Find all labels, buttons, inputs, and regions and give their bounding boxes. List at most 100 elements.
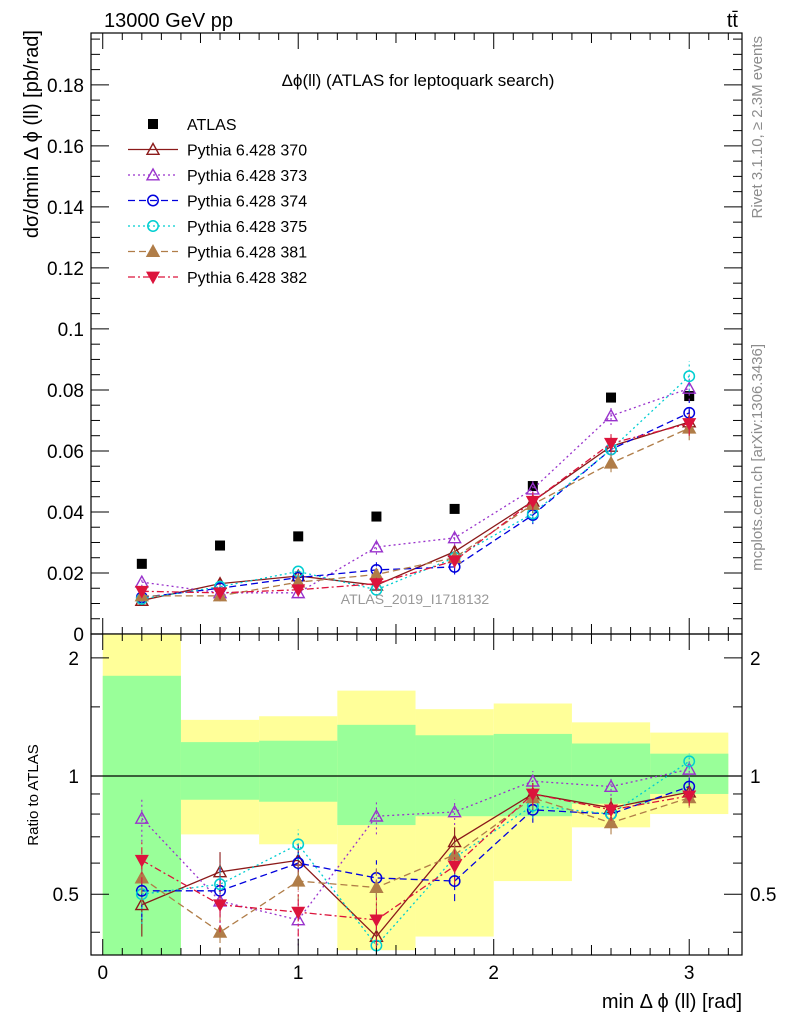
legend-label-atlas: ATLAS	[187, 117, 237, 134]
main-point-pythia-6-428-382	[603, 437, 619, 451]
process-label: tt̄	[727, 10, 739, 32]
ratio-y-tick-label-right: 0.5	[750, 885, 776, 906]
ratio-series-line-pythia-6-428-374	[141, 785, 690, 892]
main-point-pythia-6-428-382	[291, 584, 306, 597]
legend-marker-pythia-6-428-373	[145, 167, 161, 181]
atlas-data-point	[449, 503, 460, 514]
legend-label-pythia-6-428-373: Pythia 6.428 373	[187, 168, 307, 185]
ratio-plot-area: 0.5 0.5 1 1 2 2 0 1 2 3	[53, 633, 776, 984]
legend-label-pythia-6-428-381: Pythia 6.428 381	[187, 245, 307, 262]
main-y-tick-label: 0.12	[47, 259, 84, 280]
ratio-point-pythia-6-428-374	[292, 857, 305, 870]
ratio-frame	[90, 633, 743, 956]
ratio-series-line-pythia-6-428-382	[141, 793, 690, 921]
legend-marker-pythia-6-428-375	[147, 220, 159, 232]
atlas-data-point	[215, 540, 226, 551]
ratio-series-line-pythia-6-428-381	[141, 797, 690, 934]
main-series-line-pythia-6-428-373	[141, 387, 690, 594]
legend: ATLAS Pythia 6.428 370 Pythia 6.428 373 Pyt…	[128, 117, 307, 287]
ratio-point-pythia-6-428-374	[135, 884, 148, 897]
atlas-data-point	[136, 558, 147, 569]
mcplots-label: mcplots.cern.ch [arXiv:1306.3436]	[749, 344, 766, 571]
main-point-pythia-6-428-382	[447, 555, 462, 569]
main-point-pythia-6-428-373	[447, 530, 462, 544]
main-plot-area: 0 0.02 0.04 0.06 0.08 0.1 0.12 0.14 0.16 0.18	[47, 32, 743, 646]
main-y-tick-label: 0.04	[47, 503, 84, 524]
ratio-point-pythia-6-428-382	[291, 906, 306, 920]
x-axis-label: min Δ ϕ (ll) [rad]	[602, 991, 742, 1013]
main-series-line-pythia-6-428-382	[141, 422, 690, 594]
main-point-pythia-6-428-381	[603, 455, 619, 469]
ratio-series-group	[134, 753, 697, 955]
ratio-point-pythia-6-428-381	[291, 873, 306, 887]
main-point-pythia-6-428-373	[682, 380, 697, 394]
ratio-point-pythia-6-428-373	[447, 804, 462, 818]
ratio-band-inner	[571, 743, 651, 804]
ratio-y-tick-label-right: 1	[750, 767, 761, 788]
energy-label: 13000 GeV pp	[104, 10, 233, 32]
atlas-data-point	[527, 481, 538, 492]
ratio-point-pythia-6-428-382	[369, 914, 384, 928]
ratio-point-pythia-6-428-373	[134, 810, 150, 824]
x-tick-label: 0	[97, 963, 108, 984]
ratio-point-pythia-6-428-370	[134, 897, 150, 911]
main-y-tick-label: 0	[73, 625, 84, 646]
ratio-y-tick-label: 2	[68, 649, 79, 670]
main-point-pythia-6-428-382	[525, 495, 540, 509]
ratio-point-pythia-6-428-382	[682, 790, 697, 804]
ratio-panel: 0.5 0.5 1 1 2 2 0 1 2 3 Ratio to ATLAS min Δ ϕ (l…	[25, 633, 776, 1013]
legend-label-pythia-6-428-374: Pythia 6.428 374	[187, 194, 307, 211]
ratio-y-axis-label: Ratio to ATLAS	[25, 744, 42, 845]
ratio-point-pythia-6-428-375	[683, 755, 696, 768]
ratio-y-tick-label-right: 2	[750, 649, 761, 670]
main-point-pythia-6-428-373	[369, 539, 384, 553]
ratio-y-tick-label: 0.5	[53, 885, 79, 906]
main-point-pythia-6-428-373	[603, 408, 619, 422]
main-y-tick-label: 0.16	[47, 137, 84, 158]
legend-marker-pythia-6-428-370	[145, 142, 161, 156]
main-point-pythia-6-428-382	[134, 585, 149, 599]
ratio-point-pythia-6-428-382	[447, 860, 462, 874]
rivet-label: Rivet 3.1.10, ≥ 2.3M events	[749, 36, 766, 219]
ratio-point-pythia-6-428-374	[448, 875, 461, 888]
ratio-point-pythia-6-428-373	[603, 779, 619, 793]
main-point-pythia-6-428-382	[369, 578, 384, 591]
watermark: ATLAS_2019_I1718132	[341, 591, 490, 607]
ratio-point-pythia-6-428-373	[369, 808, 384, 822]
main-panel: 0 0.02 0.04 0.06 0.08 0.1 0.12 0.14 0.16 0.18 Δϕ(…	[21, 30, 743, 646]
main-point-pythia-6-428-382	[682, 418, 697, 431]
legend-label-pythia-6-428-382: Pythia 6.428 382	[187, 270, 307, 287]
ratio-point-pythia-6-428-382	[525, 788, 540, 802]
legend-label-pythia-6-428-375: Pythia 6.428 375	[187, 219, 307, 236]
x-tick-label: 3	[684, 963, 695, 984]
ratio-point-pythia-6-428-382	[213, 899, 228, 912]
ratio-y-tick-label: 1	[68, 767, 79, 788]
ratio-series-line-pythia-6-428-370	[141, 791, 690, 938]
main-y-axis-label: dσ/dmin Δ ϕ (ll) [pb/rad]	[21, 30, 43, 238]
main-point-pythia-6-428-375	[683, 370, 696, 383]
main-series-line-pythia-6-428-381	[141, 427, 690, 597]
ratio-band-inner	[180, 742, 260, 800]
main-chart-title: Δϕ(ll) (ATLAS for leptoquark search)	[282, 71, 555, 90]
x-tick-label: 2	[488, 963, 499, 984]
legend-marker-pythia-6-428-381	[145, 244, 161, 257]
ratio-point-pythia-6-428-382	[134, 854, 149, 868]
atlas-data-point	[293, 531, 304, 542]
main-y-tick-label: 0.18	[47, 76, 84, 97]
ratio-point-pythia-6-428-382	[603, 804, 619, 818]
legend-marker-atlas	[148, 119, 158, 129]
atlas-data-point	[606, 392, 617, 403]
ratio-series-line-pythia-6-428-375	[141, 760, 690, 947]
ratio-point-pythia-6-428-373	[682, 761, 697, 775]
main-point-pythia-6-428-382	[213, 587, 228, 601]
ratio-point-pythia-6-428-375	[292, 838, 305, 851]
x-tick-label: 1	[293, 963, 304, 984]
main-y-tick-label: 0.14	[47, 198, 84, 219]
main-y-tick-label: 0.02	[47, 564, 84, 585]
atlas-data-point	[371, 511, 382, 522]
ratio-point-pythia-6-428-381	[369, 880, 384, 894]
ratio-band-inner	[259, 740, 338, 802]
main-series-line-pythia-6-428-374	[141, 412, 690, 599]
main-y-tick-label: 0.1	[58, 320, 84, 341]
